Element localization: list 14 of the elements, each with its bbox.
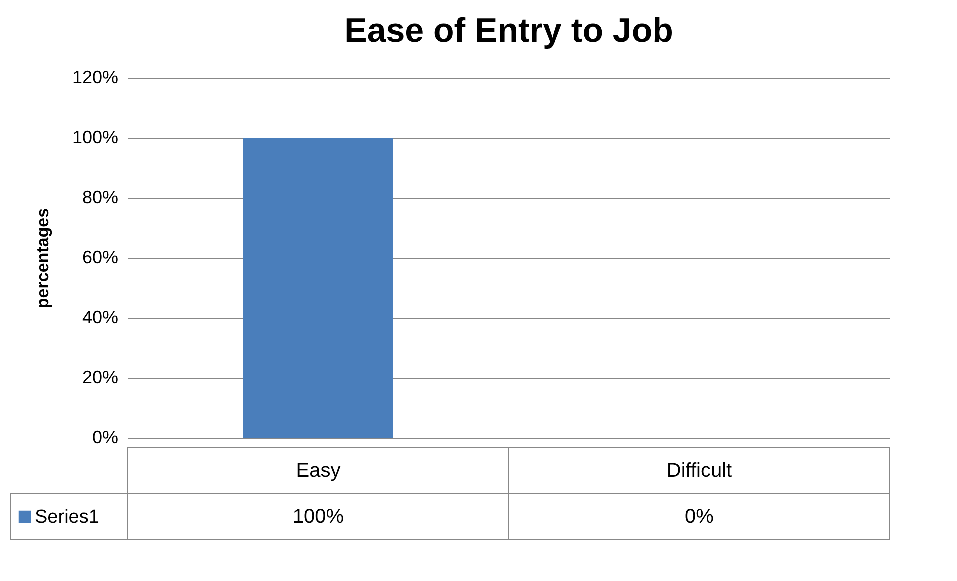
text: 0%: [685, 506, 714, 528]
y-tick-label: 40%: [82, 308, 118, 328]
y-tick-label: 60%: [82, 248, 118, 268]
y-tick-label: 0%: [92, 428, 118, 448]
chart-title: Ease of Entry to Job: [344, 12, 674, 50]
y-tick-label: 20%: [82, 368, 118, 388]
y-tick-label: 120%: [72, 68, 118, 88]
y-axis-title: percentages: [33, 208, 52, 309]
legend-label: Series1: [35, 507, 100, 528]
y-tick-label: 100%: [72, 128, 118, 148]
x-tick-label: Difficult: [666, 460, 733, 482]
text: 100%: [292, 506, 344, 528]
y-tick-label: 80%: [82, 188, 118, 208]
x-tick-label: Easy: [296, 460, 341, 482]
